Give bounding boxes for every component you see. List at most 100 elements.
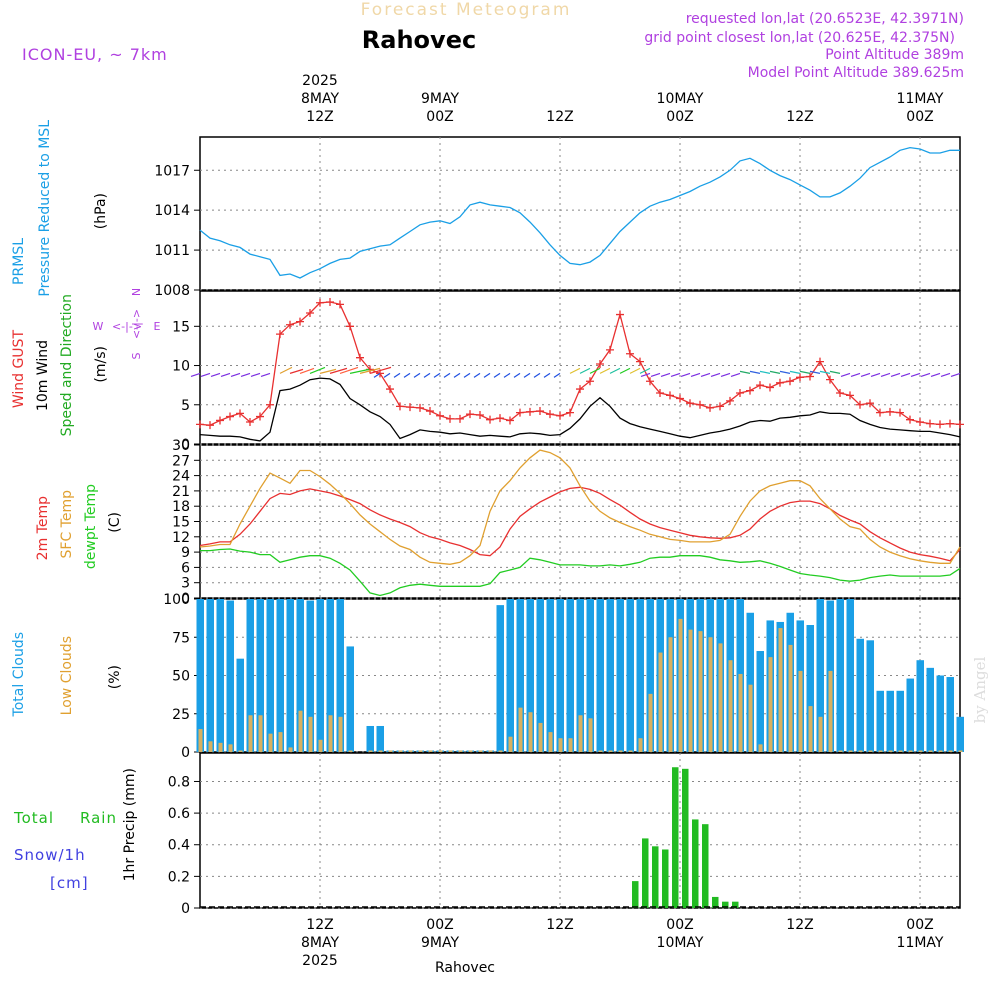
wind-direction-arrow [403, 372, 411, 378]
wind-direction-arrow [483, 372, 491, 378]
series-line-wind-gust [199, 301, 961, 426]
y-tick-label: 1011 [154, 243, 190, 259]
gust-marker [646, 377, 654, 386]
low-cloud-bar [958, 750, 963, 752]
gust-marker [266, 400, 274, 409]
total-cloud-bar [806, 625, 814, 752]
low-cloud-bar [238, 750, 243, 752]
gust-marker [806, 372, 814, 381]
wind-direction-arrow [910, 372, 921, 377]
wind-direction-arrow [860, 372, 871, 377]
wind-direction-arrow [369, 366, 392, 374]
y-tick-label: 30 [172, 438, 190, 454]
total-cloud-bar [526, 599, 534, 752]
total-cloud-bar [856, 638, 864, 752]
wind-direction-arrow [503, 372, 511, 378]
bottom-time-label: 00Z [666, 917, 693, 933]
low-cloud-bar [208, 741, 213, 752]
gust-marker [666, 391, 674, 400]
total-cloud-bar [916, 660, 924, 752]
y-tick-label: 21 [172, 484, 190, 500]
low-cloud-bar [448, 750, 453, 752]
wind-direction-arrow [413, 372, 421, 378]
precip-label-rain: Rain [80, 809, 117, 827]
gust-marker [456, 414, 464, 423]
y-tick-label: 75 [172, 630, 190, 646]
wind-direction-arrow [453, 372, 461, 378]
total-cloud-bar [376, 725, 384, 752]
gust-marker [826, 375, 834, 384]
low-cloud-bar [568, 738, 573, 752]
total-cloud-bar [956, 716, 964, 752]
gust-marker [436, 411, 444, 420]
low-cloud-bar [628, 750, 633, 752]
wind-legend-e: E [154, 320, 161, 333]
total-cloud-bar [636, 599, 644, 752]
low-cloud-bar [308, 716, 313, 752]
y-tick-label: 5 [181, 398, 190, 414]
total-cloud-bar [846, 599, 854, 752]
gust-marker [756, 381, 764, 390]
total-cloud-bar [576, 599, 584, 752]
gust-marker [306, 308, 314, 317]
low-cloud-bar [708, 637, 713, 752]
top-time-label: 12Z [306, 109, 333, 125]
low-cloud-bar [398, 750, 403, 752]
gust-marker [476, 410, 484, 419]
total-cloud-bar [896, 690, 904, 752]
total-cloud-bar [366, 725, 374, 752]
wind-direction-arrow [553, 372, 561, 378]
low-cloud-bar [778, 628, 783, 752]
total-cloud-bar [316, 599, 324, 752]
gust-marker [626, 349, 634, 358]
low-cloud-bar [698, 631, 703, 752]
precip-label-snow: Snow/1h [14, 846, 86, 864]
gust-marker [846, 391, 854, 400]
low-cloud-bar [418, 750, 423, 752]
rain-bar [702, 824, 709, 908]
gust-marker [696, 400, 704, 409]
total-cloud-bar [496, 605, 504, 752]
wind-direction-arrow [339, 366, 359, 374]
precip-label-cm: [cm] [50, 874, 89, 892]
total-cloud-bar [836, 599, 844, 752]
total-cloud-bar [206, 599, 214, 752]
bottom-time-label: 12Z [786, 917, 813, 933]
y-tick-label: 25 [172, 707, 190, 723]
gust-marker [576, 385, 584, 394]
total-cloud-bar [346, 646, 354, 752]
gust-marker [466, 410, 474, 419]
gust-marker [516, 408, 524, 417]
gust-marker [736, 389, 744, 397]
total-cloud-bar [226, 600, 234, 752]
total-cloud-bar [336, 599, 344, 752]
total-cloud-bar [936, 675, 944, 752]
y-tick-label: 27 [172, 453, 190, 469]
wind-direction-arrow [359, 367, 381, 374]
total-cloud-bar [256, 599, 264, 752]
wind-direction-arrow [950, 372, 961, 377]
wind-direction-arrow [383, 372, 391, 378]
total-cloud-bar [606, 599, 614, 752]
y-tick-label: 0.2 [168, 869, 190, 885]
wind-direction-arrow [609, 367, 621, 374]
series-line-2m-temp [199, 486, 961, 562]
low-cloud-bar [768, 657, 773, 752]
gust-marker [716, 402, 724, 411]
total-cloud-bar [866, 640, 874, 752]
total-cloud-bar [196, 599, 204, 752]
low-cloud-bar [298, 710, 303, 752]
total-cloud-bar [306, 600, 314, 752]
y-tick-label: 0 [181, 437, 190, 453]
y-tick-label: 100 [163, 592, 190, 608]
y-tick-label: 0 [181, 745, 190, 761]
gust-marker [566, 408, 574, 417]
wind-direction-arrow [690, 372, 701, 377]
panel-frame [199, 290, 961, 445]
gust-marker [786, 377, 794, 386]
low-cloud-bar [738, 673, 743, 752]
gust-marker [706, 403, 714, 412]
gust-marker [346, 322, 354, 331]
wind-direction-arrow [599, 367, 611, 374]
